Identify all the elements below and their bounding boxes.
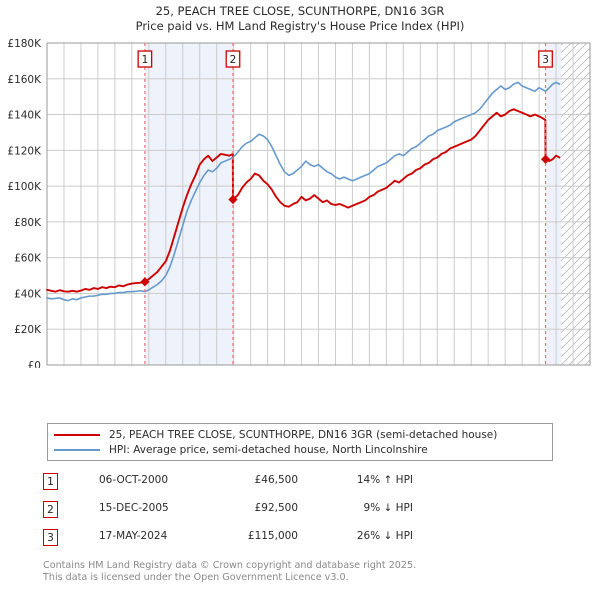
legend-label-property: 25, PEACH TREE CLOSE, SCUNTHORPE, DN16 3… — [109, 428, 498, 441]
legend-swatch-property — [54, 433, 100, 436]
plot-border — [46, 42, 591, 366]
y-tick-label: £40K — [14, 288, 42, 300]
transaction-price: £46,500 — [254, 474, 298, 486]
transactions-table: 1 06-OCT-2000 £46,500 14% ↑ HPI 2 15-DEC… — [43, 471, 463, 555]
footer-line-2: This data is licensed under the Open Gov… — [43, 571, 349, 583]
event-marker-box — [225, 50, 241, 68]
y-tick-label: £120K — [7, 145, 42, 157]
shaded-band — [144, 43, 233, 365]
event-marker-point — [540, 154, 551, 164]
y-tick-label: £20K — [14, 324, 42, 336]
future-region — [561, 43, 590, 365]
legend-label-hpi: HPI: Average price, semi-detached house,… — [109, 443, 428, 456]
event-marker-label: 3 — [542, 54, 549, 66]
transaction-price: £92,500 — [254, 502, 298, 514]
y-tick-label: £140K — [7, 110, 42, 122]
event-marker-box — [538, 50, 553, 68]
event-marker-point — [140, 277, 150, 287]
table-row[interactable]: 1 06-OCT-2000 £46,500 14% ↑ HPI — [43, 471, 463, 499]
marker-badge-2: 2 — [43, 501, 58, 518]
y-tick-label: £160K — [7, 74, 42, 86]
series-line-property — [46, 108, 561, 293]
chart-legend: 25, PEACH TREE CLOSE, SCUNTHORPE, DN16 3… — [47, 423, 553, 461]
page-subtitle: Price paid vs. HM Land Registry's House … — [135, 19, 465, 33]
marker-badge-3: 3 — [43, 529, 58, 546]
event-marker-box — [137, 50, 153, 68]
y-tick-label: £0 — [28, 360, 41, 368]
event-marker-label: 1 — [142, 54, 149, 66]
transaction-date: 15-DEC-2005 — [99, 502, 169, 514]
transaction-hpi-delta: 9% ↓ HPI — [363, 502, 413, 514]
page-title: 25, PEACH TREE CLOSE, SCUNTHORPE, DN16 3… — [155, 4, 445, 18]
series-line-hpi — [46, 81, 561, 302]
y-tick-label: £100K — [7, 181, 42, 193]
footer-line-1: Contains HM Land Registry data © Crown c… — [43, 560, 417, 571]
transaction-date: 06-OCT-2000 — [99, 474, 168, 486]
copyright-footer: Contains HM Land Registry data © Crown c… — [43, 560, 583, 583]
table-row[interactable]: 3 17-MAY-2024 £115,000 26% ↓ HPI — [43, 527, 463, 555]
transaction-hpi-delta: 14% ↑ HPI — [356, 474, 413, 486]
y-tick-label: £60K — [14, 253, 42, 265]
transaction-hpi-delta: 26% ↓ HPI — [356, 530, 413, 542]
legend-swatch-hpi — [54, 448, 100, 451]
price-history-chart: £0 £20K £40K £60K £80K £100K £120K £140K £160K £1… — [0, 38, 600, 368]
transaction-date: 17-MAY-2024 — [99, 530, 168, 542]
chart-title-block: 25, PEACH TREE CLOSE, SCUNTHORPE, DN16 3… — [0, 4, 600, 34]
y-tick-label: £180K — [7, 38, 42, 50]
marker-badge-1: 1 — [43, 473, 58, 490]
chart-svg: £0 £20K £40K £60K £80K £100K £120K £140K £160K £1… — [7, 38, 591, 368]
table-row[interactable]: 2 15-DEC-2005 £92,500 9% ↓ HPI — [43, 499, 463, 527]
legend-item-hpi: HPI: Average price, semi-detached house,… — [48, 442, 552, 457]
legend-item-property: 25, PEACH TREE CLOSE, SCUNTHORPE, DN16 3… — [48, 427, 552, 442]
transaction-price: £115,000 — [247, 530, 298, 542]
event-marker-point — [228, 194, 238, 205]
event-marker-label: 2 — [230, 54, 237, 66]
y-tick-label: £80K — [14, 217, 42, 229]
shaded-band — [545, 43, 562, 365]
